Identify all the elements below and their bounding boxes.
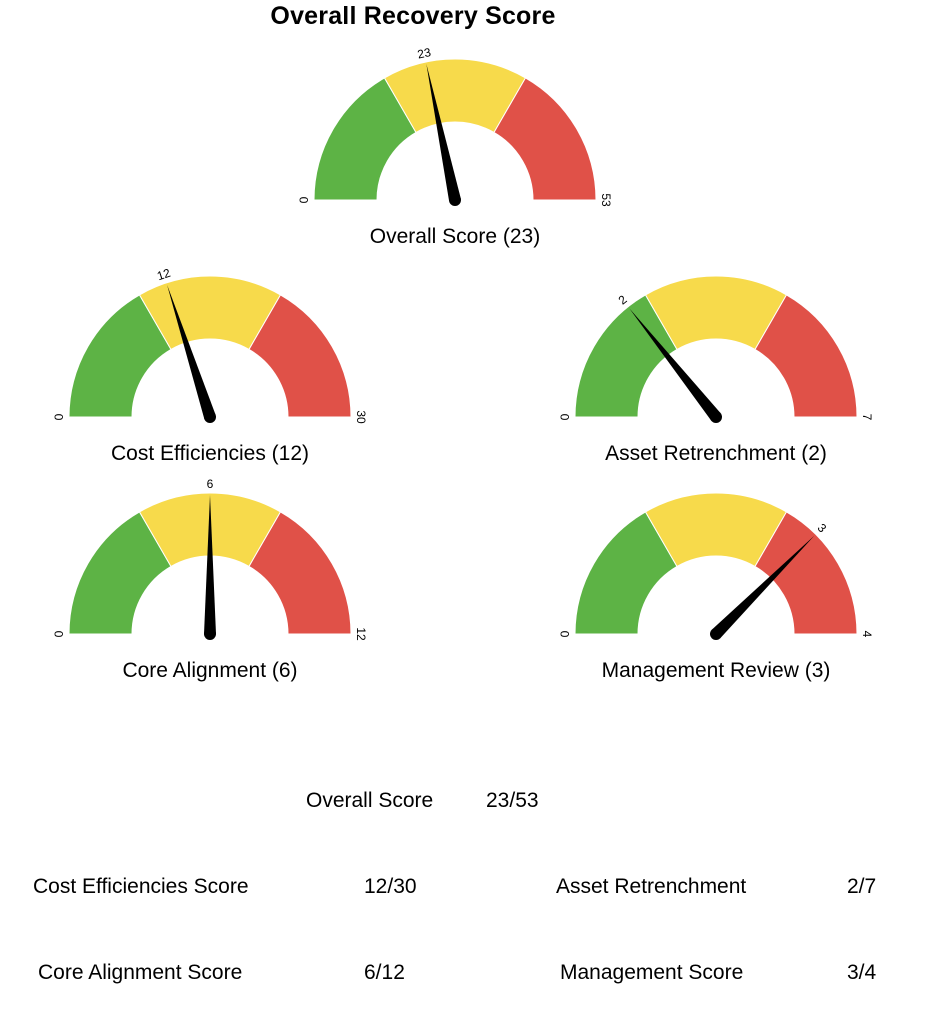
summary-core-label: Core Alignment Score <box>38 961 243 984</box>
gauge-caption-core: Core Alignment (6) <box>122 659 298 682</box>
gauge-core-value-label: 6 <box>207 477 214 491</box>
gauge-asset-needle <box>629 308 721 421</box>
gauge-asset-max-label: 7 <box>860 414 874 421</box>
gauge-management-needle-hub <box>710 628 722 640</box>
gauge-core-max-label: 12 <box>354 627 368 641</box>
gauge-overall-value-label: 23 <box>416 45 432 62</box>
gauge-asset-value-label: 2 <box>616 292 630 307</box>
gauge-management-min-label: 0 <box>558 630 572 637</box>
gauges-canvas: 0 53 23 0 30 12 0 7 2 0 12 6 0 4 3 <box>52 45 874 641</box>
gauge-asset-band-red <box>754 294 858 418</box>
gauge-overall-min-label: 0 <box>297 196 311 203</box>
gauge-management-value-label: 3 <box>815 521 830 536</box>
gauge-caption-cost: Cost Efficiencies (12) <box>110 442 310 465</box>
page-title: Overall Recovery Score <box>270 2 556 30</box>
gauge-management-needle <box>711 535 815 639</box>
gauge-core-needle-hub <box>204 628 216 640</box>
gauge-cost-needle <box>167 284 216 419</box>
gauge-caption-overall: Overall Score (23) <box>369 225 541 248</box>
summary-asset-value: 2/7 <box>847 875 877 898</box>
gauge-management: 0 4 3 <box>558 492 874 640</box>
gauge-overall: 0 53 23 <box>297 45 613 207</box>
gauge-caption-management: Management Review (3) <box>601 659 831 682</box>
summary-overall-value: 23/53 <box>486 789 539 812</box>
gauge-overall-needle-hub <box>449 194 461 206</box>
gauge-cost-max-label: 30 <box>354 410 368 424</box>
gauge-cost: 0 30 12 <box>52 266 368 424</box>
summary-asset-label: Asset Retrenchment <box>556 875 747 898</box>
gauge-core: 0 12 6 <box>52 477 368 641</box>
gauge-caption-asset: Asset Retrenchment (2) <box>605 442 827 465</box>
gauge-asset-needle-hub <box>710 411 722 423</box>
summary-overall-label: Overall Score <box>306 789 434 812</box>
summary-management-value: 3/4 <box>847 961 877 984</box>
gauge-asset-min-label: 0 <box>558 413 572 420</box>
summary-cost-label: Cost Efficiencies Score <box>33 875 249 898</box>
summary-core-value: 6/12 <box>364 961 405 984</box>
gauge-asset: 0 7 2 <box>558 275 874 423</box>
gauge-management-max-label: 4 <box>860 631 874 638</box>
gauge-overall-band-red <box>493 77 597 201</box>
gauge-cost-band-red <box>248 294 352 418</box>
gauge-core-min-label: 0 <box>52 630 66 637</box>
gauge-overall-max-label: 53 <box>599 193 613 207</box>
gauge-management-band-red <box>754 511 858 635</box>
gauge-core-needle <box>204 495 216 634</box>
gauge-overall-needle <box>426 63 461 202</box>
gauge-cost-min-label: 0 <box>52 413 66 420</box>
summary-management-label: Management Score <box>560 961 744 984</box>
gauge-cost-value-label: 12 <box>155 266 172 284</box>
summary-cost-value: 12/30 <box>364 875 417 898</box>
gauge-cost-needle-hub <box>204 411 216 423</box>
gauge-core-band-red <box>248 511 352 635</box>
